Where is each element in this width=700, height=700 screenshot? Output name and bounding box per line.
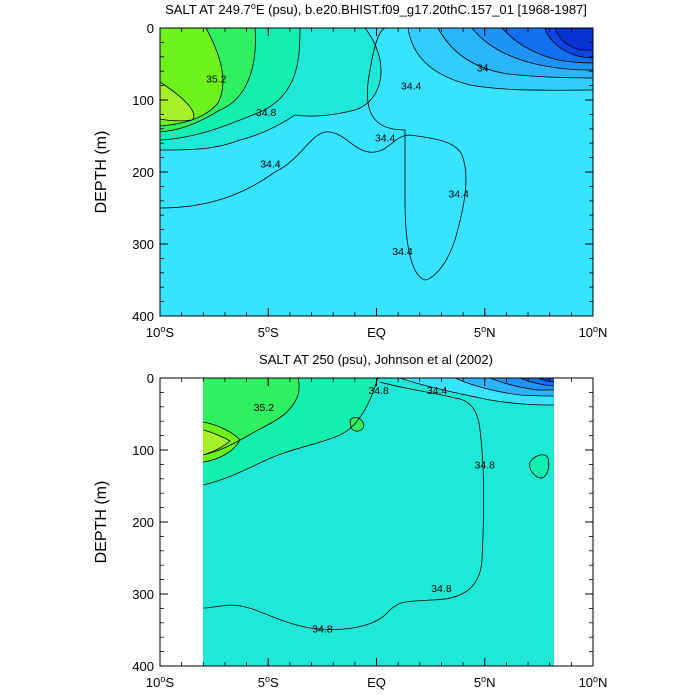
obs-contour-label: 34.8 bbox=[312, 624, 333, 636]
model-contour-label: 35.2 bbox=[206, 73, 227, 85]
model-contour-label: 34.4 bbox=[449, 189, 470, 201]
model-panel-title: SALT AT 249.7oE (psu), b.e20.BHIST.f09_g… bbox=[165, 1, 587, 17]
obs-contour-label: 35.2 bbox=[254, 402, 275, 414]
model-x-tick-label: 10oN bbox=[579, 324, 608, 340]
obs-y-tick-label: 0 bbox=[147, 371, 154, 386]
model-contour-label: 34.4 bbox=[260, 158, 281, 170]
obs-y-axis-label: DEPTH (m) bbox=[93, 481, 110, 564]
model-x-tick-label: 10oS bbox=[146, 324, 174, 340]
model-y-tick-label: 300 bbox=[132, 237, 154, 252]
model-contour-label: 34.4 bbox=[392, 246, 413, 258]
model-y-axis-label: DEPTH (m) bbox=[93, 131, 110, 214]
model-contour-label: 34.8 bbox=[256, 107, 277, 119]
obs-x-tick-label: 10oN bbox=[579, 674, 608, 690]
obs-y-tick-label: 300 bbox=[132, 587, 154, 602]
model-y-tick-label: 200 bbox=[132, 165, 154, 180]
obs-contour-label: 34.8 bbox=[431, 583, 452, 595]
obs-x-tick-label: EQ bbox=[367, 675, 386, 690]
obs-y-tick-label: 100 bbox=[132, 443, 154, 458]
model-contour-label: 34.4 bbox=[401, 81, 422, 93]
model-contour-label: 34.4 bbox=[375, 132, 396, 144]
obs-contour-label: 34.4 bbox=[427, 385, 448, 397]
model-x-tick-label: EQ bbox=[367, 325, 386, 340]
obs-y-tick-label: 200 bbox=[132, 515, 154, 530]
obs-x-tick-label: 5oN bbox=[474, 674, 496, 690]
obs-x-tick-label: 10oS bbox=[146, 674, 174, 690]
model-salinity-field bbox=[160, 28, 593, 316]
obs-salinity-field bbox=[203, 378, 554, 666]
obs-contour-label: 34.8 bbox=[368, 385, 389, 397]
obs-panel: SALT AT 250 (psu), Johnson et al (2002) bbox=[93, 352, 607, 690]
model-y-tick-label: 0 bbox=[147, 21, 154, 36]
obs-contour-label: 34.8 bbox=[475, 459, 496, 471]
model-x-tick-label: 5oS bbox=[258, 324, 279, 340]
obs-x-tick-label: 5oS bbox=[258, 674, 279, 690]
obs-panel-title: SALT AT 250 (psu), Johnson et al (2002) bbox=[259, 352, 493, 367]
model-y-tick-label: 400 bbox=[132, 309, 154, 324]
obs-y-tick-label: 400 bbox=[132, 659, 154, 674]
model-y-tick-label: 100 bbox=[132, 93, 154, 108]
model-x-tick-label: 5oN bbox=[474, 324, 496, 340]
model-panel: SALT AT 249.7oE (psu), b.e20.BHIST.f09_g… bbox=[93, 1, 607, 340]
model-contour-label: 34 bbox=[477, 63, 489, 75]
